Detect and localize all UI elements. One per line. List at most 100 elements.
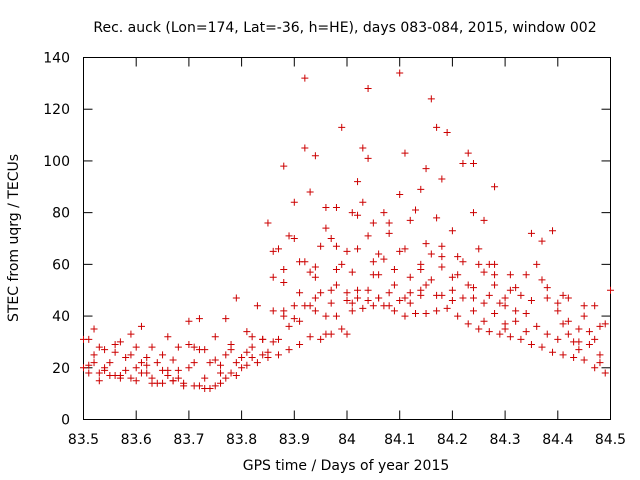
data-point [180,379,188,387]
data-point [433,214,441,222]
y-tick-label: 80 [52,206,70,222]
data-point [491,183,499,191]
data-point [375,271,383,279]
data-point [517,335,525,343]
data-point [332,242,340,250]
data-point [485,328,493,336]
y-tick-label: 100 [43,154,70,170]
data-point [269,273,277,281]
data-point [164,333,172,341]
data-point [211,356,219,364]
data-point [322,224,330,232]
data-point [448,297,456,305]
data-point [169,356,177,364]
data-point [475,325,483,333]
data-point [564,317,572,325]
data-point [101,346,109,354]
data-point [185,341,193,349]
data-point [559,291,567,299]
data-point [401,149,409,157]
data-point [448,227,456,235]
data-point [290,302,298,310]
data-point [517,291,525,299]
data-point [322,203,330,211]
data-point [195,315,203,323]
y-tick-label: 60 [52,257,70,273]
data-point [116,372,124,380]
data-point [227,346,235,354]
x-tick-label: 83.8 [226,432,257,448]
data-point [269,247,277,255]
data-point [137,322,145,330]
data-point [296,317,304,325]
data-point [480,299,488,307]
x-tick-label: 84.1 [384,432,415,448]
data-point [375,294,383,302]
data-point [343,330,351,338]
data-point [433,307,441,315]
data-point [480,216,488,224]
data-point [222,374,230,382]
data-point [106,372,114,380]
data-point [459,160,467,168]
data-point [301,74,309,82]
data-point [527,341,535,349]
data-point [206,359,214,367]
data-point [322,312,330,320]
data-point [153,359,161,367]
data-point [111,348,119,356]
axes-ticks [83,57,611,420]
data-point [459,258,467,266]
data-point [348,299,356,307]
data-point [406,289,414,297]
data-point [301,144,309,152]
y-axis-label: STEC from uqrg / TECUs [6,154,22,322]
data-point [433,123,441,131]
data-point [390,281,398,289]
data-point [127,351,135,359]
y-tick-labels: 0 20 40 60 80 100 120 140 [43,51,70,429]
data-point [491,271,499,279]
data-point [417,291,425,299]
data-point [327,299,335,307]
x-tick-label: 83.7 [173,432,204,448]
data-point [127,374,135,382]
data-point [401,312,409,320]
chart-title: Rec. auck (Lon=174, Lat=-36, h=HE), days… [93,20,596,36]
data-point [348,307,356,315]
data-point [232,294,240,302]
data-point [443,128,451,136]
data-point [380,209,388,217]
data-point [496,299,504,307]
data-point [417,185,425,193]
data-point [85,369,93,377]
data-point [501,325,509,333]
data-point [306,268,314,276]
data-point [580,302,588,310]
data-point [280,162,288,170]
data-point [580,356,588,364]
data-point [469,294,477,302]
data-point [285,232,293,240]
data-point [248,353,256,361]
data-point [359,198,367,206]
data-point [338,260,346,268]
data-point [575,325,583,333]
data-point [422,165,430,173]
data-point [243,361,251,369]
data-point [106,359,114,367]
x-tick-label: 84.4 [542,432,573,448]
data-point [317,335,325,343]
data-point [101,364,109,372]
data-point [259,351,267,359]
data-point [469,284,477,292]
data-point [591,335,599,343]
data-point [506,333,514,341]
data-point [580,312,588,320]
data-point [364,154,372,162]
data-point [185,364,193,372]
data-point [311,307,319,315]
data-point [390,307,398,315]
data-point [122,353,130,361]
data-point [396,297,404,305]
